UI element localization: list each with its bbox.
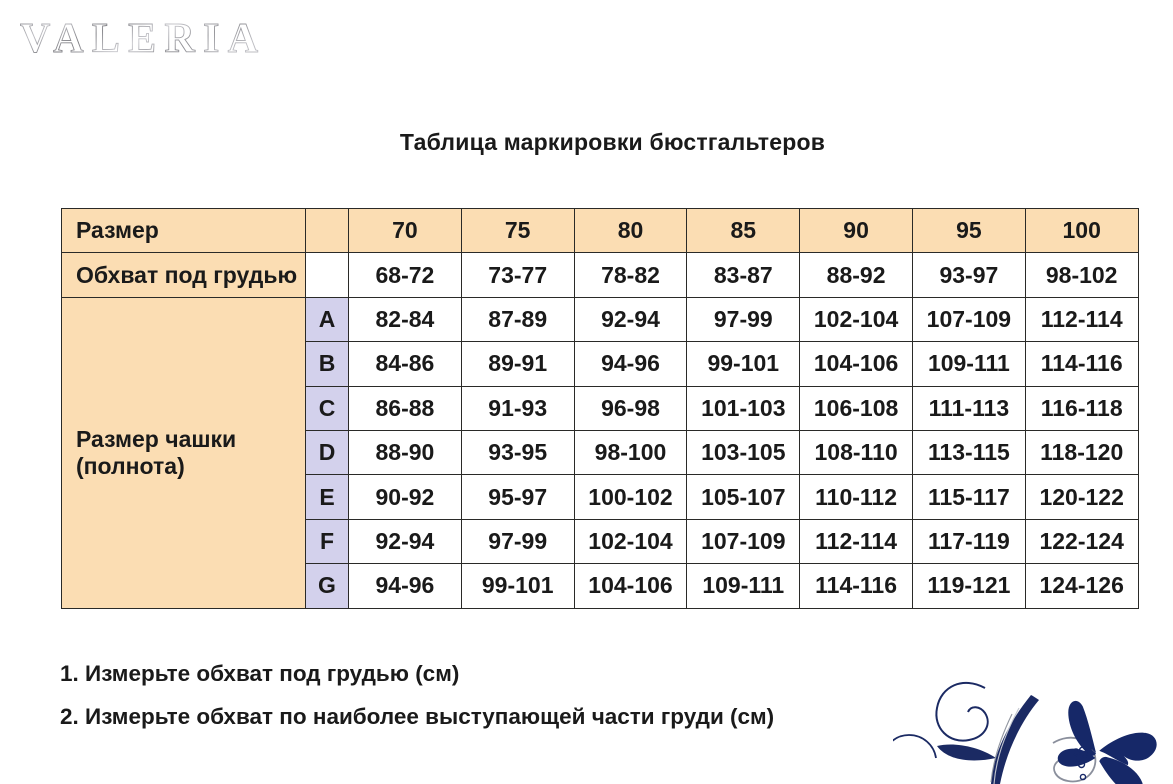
svg-text:VALERIA: VALERIA	[20, 16, 266, 62]
